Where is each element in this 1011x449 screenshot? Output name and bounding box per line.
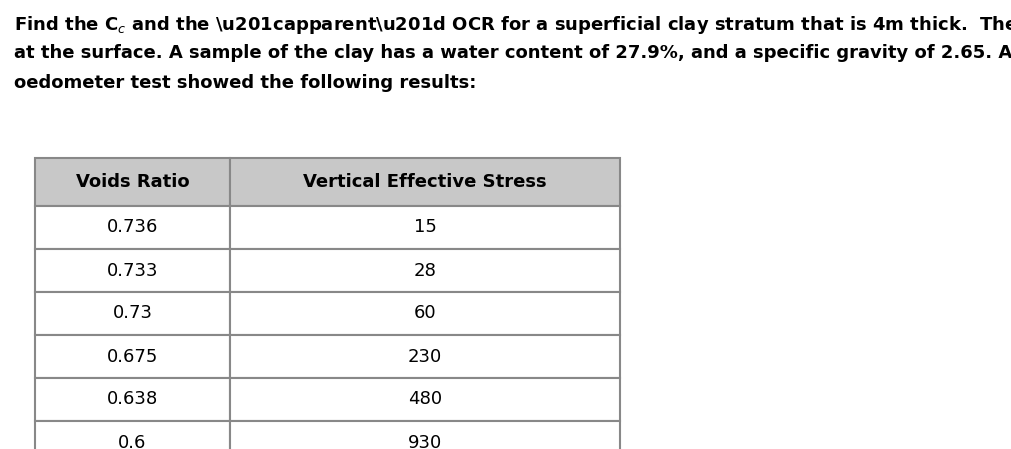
- Text: 0.73: 0.73: [112, 304, 153, 322]
- Bar: [35, 421, 229, 449]
- Text: 60: 60: [413, 304, 436, 322]
- Text: 0.675: 0.675: [107, 348, 158, 365]
- Text: at the surface. A sample of the clay has a water content of 27.9%, and a specifi: at the surface. A sample of the clay has…: [14, 44, 1011, 62]
- Bar: [229, 335, 620, 378]
- Bar: [35, 335, 229, 378]
- Bar: [229, 206, 620, 249]
- Bar: [35, 292, 229, 335]
- Text: 0.638: 0.638: [107, 391, 158, 409]
- Text: 0.6: 0.6: [118, 433, 147, 449]
- Text: Find the C$_c$ and the \u201capparent\u201d OCR for a superficial clay stratum t: Find the C$_c$ and the \u201capparent\u2…: [14, 14, 1011, 36]
- Bar: [35, 249, 229, 292]
- Text: Voids Ratio: Voids Ratio: [76, 173, 189, 191]
- Text: 230: 230: [407, 348, 442, 365]
- Bar: [35, 378, 229, 421]
- Text: 28: 28: [413, 261, 436, 279]
- Text: 15: 15: [413, 219, 436, 237]
- Bar: [229, 158, 620, 206]
- Text: 0.733: 0.733: [106, 261, 158, 279]
- Text: 930: 930: [407, 433, 442, 449]
- Text: oedometer test showed the following results:: oedometer test showed the following resu…: [14, 74, 476, 92]
- Text: 480: 480: [407, 391, 442, 409]
- Bar: [229, 421, 620, 449]
- Bar: [35, 158, 229, 206]
- Text: 0.736: 0.736: [107, 219, 158, 237]
- Bar: [229, 378, 620, 421]
- Bar: [35, 206, 229, 249]
- Text: Vertical Effective Stress: Vertical Effective Stress: [303, 173, 546, 191]
- Bar: [229, 249, 620, 292]
- Bar: [229, 292, 620, 335]
